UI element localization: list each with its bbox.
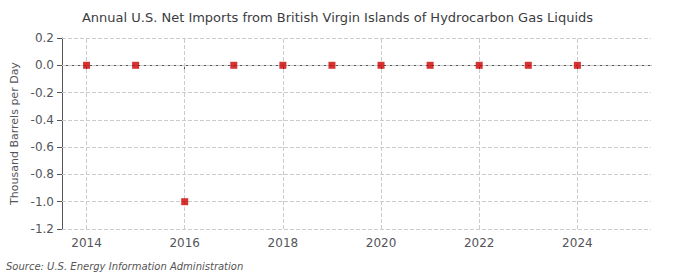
svg-text:2016: 2016 <box>169 236 200 250</box>
svg-text:Annual U.S. Net Imports from B: Annual U.S. Net Imports from British Vir… <box>82 10 593 25</box>
svg-text:Thousand Barrels per Day: Thousand Barrels per Day <box>8 62 21 206</box>
svg-text:-1.2: -1.2 <box>31 222 54 236</box>
svg-text:-0.6: -0.6 <box>31 140 54 154</box>
svg-text:-1.0: -1.0 <box>31 195 54 209</box>
svg-text:-0.2: -0.2 <box>31 86 54 100</box>
svg-text:2024: 2024 <box>562 236 593 250</box>
svg-text:2022: 2022 <box>464 236 495 250</box>
svg-text:0.2: 0.2 <box>35 31 54 45</box>
svg-text:2014: 2014 <box>71 236 102 250</box>
svg-text:2018: 2018 <box>268 236 299 250</box>
svg-text:-0.8: -0.8 <box>31 167 54 181</box>
svg-text:0.0: 0.0 <box>35 58 54 72</box>
svg-text:Source: U.S. Energy Informatio: Source: U.S. Energy Information Administ… <box>6 261 243 272</box>
svg-text:-0.4: -0.4 <box>31 113 54 127</box>
svg-text:2020: 2020 <box>366 236 397 250</box>
